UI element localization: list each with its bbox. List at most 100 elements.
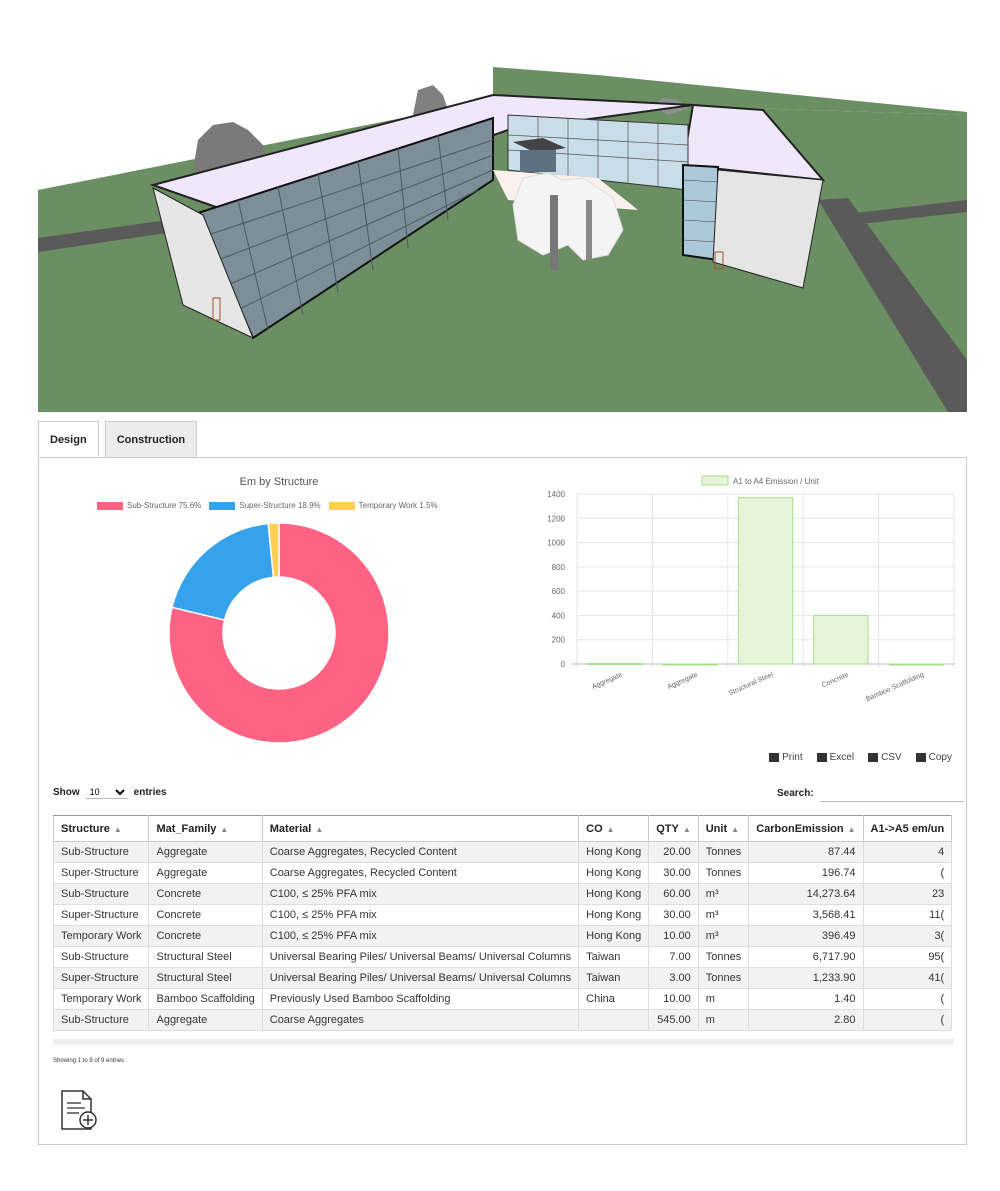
table-cell: China [578, 988, 650, 1010]
tab-construction[interactable]: Construction [104, 421, 198, 457]
bar-1[interactable] [662, 663, 718, 666]
table-row[interactable]: Super-Structure Aggregate Coarse Aggregate… [53, 862, 953, 884]
table-cell: 41( [862, 967, 953, 989]
search-input[interactable] [819, 785, 964, 802]
sort-icon: ▲ [113, 824, 122, 834]
table-cell: 10.00 [648, 925, 699, 947]
table-cell: Sub-Structure [53, 1009, 150, 1031]
legend-item-super-structure[interactable]: Super-Structure 18.9% [209, 501, 321, 510]
column-header[interactable]: Unit ▲ [697, 815, 750, 842]
table-cell: 7.00 [648, 946, 699, 968]
table-wrapper: Structure ▲ Mat_Family ▲ Material ▲ CO ▲ QTY ▲ Uni… [53, 815, 954, 1031]
excel-button[interactable]: Excel [816, 752, 854, 763]
table-cell: 396.49 [748, 925, 864, 947]
table-cell: Temporary Work [53, 925, 150, 947]
legend-item-temporary-work[interactable]: Temporary Work 1.5% [328, 501, 438, 510]
table-cell: Coarse Aggregates, Recycled Content [261, 841, 580, 863]
column-header[interactable]: A1->A5 em/un [862, 815, 953, 842]
excel-icon [816, 753, 827, 762]
table-cell: ( [862, 862, 953, 884]
legend-item-sub-structure[interactable]: Sub-Structure 75.6% [97, 501, 201, 510]
table-cell: Concrete [148, 925, 263, 947]
tab-bar: Design Construction [38, 421, 198, 458]
table-row[interactable]: Temporary Work Concrete C100, ≤ 25% PFA mi… [53, 925, 953, 947]
table-cell: Taiwan [578, 946, 650, 968]
column-header[interactable]: Structure ▲ [53, 815, 150, 842]
table-cell: Bamboo Scaffolding [148, 988, 263, 1010]
column-header[interactable]: Mat_Family ▲ [148, 815, 263, 842]
table-cell: Structural Steel [148, 967, 263, 989]
table-cell: Coarse Aggregates, Recycled Content [261, 862, 580, 884]
table-cell: C100, ≤ 25% PFA mix [261, 904, 580, 926]
donut-chart[interactable] [159, 513, 399, 753]
print-button[interactable]: Print [769, 752, 803, 763]
table-cell: ( [862, 988, 953, 1010]
table-row[interactable]: Super-Structure Concrete C100, ≤ 25% PFA m… [53, 904, 953, 926]
bar-chart[interactable]: A1 to A4 Emission / Unit 0 200 400 600 800 100… [509, 472, 959, 732]
bar-2[interactable] [737, 497, 794, 665]
table-cell: 545.00 [648, 1009, 699, 1031]
table-cell: C100, ≤ 25% PFA mix [261, 925, 580, 947]
table-info: Showing 1 to 9 of 9 entries [53, 1058, 125, 1064]
export-buttons: Print Excel CSV Copy [769, 752, 952, 763]
column-header[interactable]: Material ▲ [261, 815, 580, 842]
search-control: Search: [777, 785, 964, 802]
table-cell: 30.00 [648, 862, 699, 884]
table-cell: Hong Kong [578, 883, 650, 905]
bar-legend[interactable]: A1 to A4 Emission / Unit [701, 475, 820, 486]
x-tick-label: Structural Steel [728, 671, 775, 697]
table-cell: Coarse Aggregates [261, 1009, 580, 1031]
table-row[interactable]: Sub-Structure Structural Steel Universal B… [53, 946, 953, 968]
column-header[interactable]: CO ▲ [578, 815, 650, 842]
csv-button[interactable]: CSV [868, 752, 902, 763]
table-cell: Tonnes [697, 862, 750, 884]
table-cell: Sub-Structure [53, 841, 150, 863]
copy-button[interactable]: Copy [915, 752, 952, 763]
table-row[interactable]: Sub-Structure Aggregate Coarse Aggregates 5… [53, 1009, 953, 1031]
building-3d-viewport[interactable] [38, 30, 967, 412]
table-cell: Tonnes [697, 946, 750, 968]
table-cell: 11( [862, 904, 953, 926]
sort-icon: ▲ [847, 824, 856, 834]
tab-design[interactable]: Design [38, 421, 99, 457]
donut-slice-super-structure[interactable] [171, 522, 275, 621]
table-cell: 20.00 [648, 841, 699, 863]
table-cell: Temporary Work [53, 988, 150, 1010]
table-row[interactable]: Super-Structure Structural Steel Universal… [53, 967, 953, 989]
page-length-control: Show 10 entries [53, 786, 166, 799]
table-cell: Hong Kong [578, 904, 650, 926]
bar-0[interactable] [587, 663, 643, 666]
table-cell: 87.44 [748, 841, 864, 863]
bar-4[interactable] [888, 663, 944, 666]
y-tick-label: 400 [552, 611, 566, 620]
table-cell: Aggregate [148, 862, 263, 884]
table-cell: Sub-Structure [53, 883, 150, 905]
table-cell: Concrete [148, 904, 263, 926]
table-cell: 30.00 [648, 904, 699, 926]
bar-3[interactable] [813, 614, 869, 665]
table-cell: Hong Kong [578, 925, 650, 947]
table-cell: Previously Used Bamboo Scaffolding [261, 988, 580, 1010]
donut-slice-temporary-work[interactable] [267, 522, 280, 579]
table-cell: m³ [697, 904, 750, 926]
table-row[interactable]: Sub-Structure Aggregate Coarse Aggregates,… [53, 841, 953, 863]
table-cell: Taiwan [578, 967, 650, 989]
y-tick-label: 1000 [547, 539, 565, 548]
table-cell: 6,717.90 [748, 946, 864, 968]
add-document-icon[interactable] [59, 1089, 99, 1133]
table-cell [578, 1009, 650, 1031]
page-length-select[interactable]: 10 [85, 786, 128, 799]
table-cell: Sub-Structure [53, 946, 150, 968]
table-cell: 60.00 [648, 883, 699, 905]
column-header[interactable]: CarbonEmission ▲ [748, 815, 864, 842]
column-header[interactable]: QTY ▲ [648, 815, 699, 842]
copy-icon [915, 753, 926, 762]
donut-slice-sub-structure[interactable] [168, 522, 390, 744]
table-row[interactable]: Temporary Work Bamboo Scaffolding Previous… [53, 988, 953, 1010]
table-cell: Tonnes [697, 967, 750, 989]
horizontal-scrollbar[interactable] [53, 1039, 954, 1045]
table-cell: Aggregate [148, 841, 263, 863]
table-cell: Super-Structure [53, 904, 150, 926]
table-row[interactable]: Sub-Structure Concrete C100, ≤ 25% PFA mix… [53, 883, 953, 905]
y-tick-label: 1400 [547, 490, 565, 499]
